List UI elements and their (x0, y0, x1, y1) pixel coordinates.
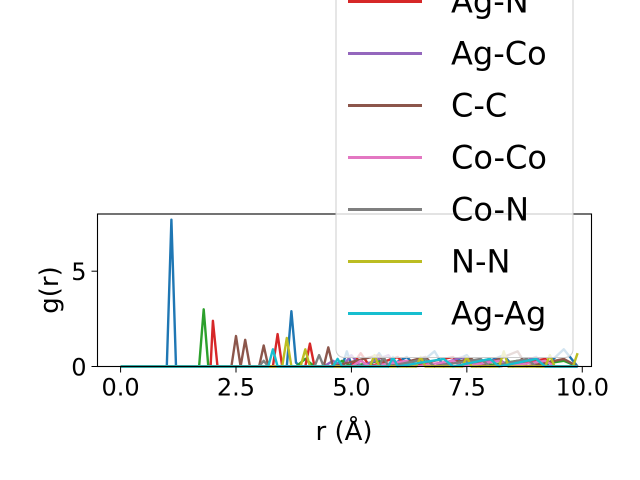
x-ticks: 0.0 2.5 5.0 7.5 10.0 (101, 366, 609, 402)
y-tick-label: 5 (71, 258, 86, 286)
legend-label: C-C (451, 87, 507, 125)
legend-label: Ag-N (451, 0, 529, 21)
legend-label: N-N (451, 243, 510, 281)
x-tick-label: 0.0 (101, 374, 139, 402)
series-line-co-co (120, 359, 578, 368)
x-tick-label: 10.0 (556, 374, 609, 402)
y-tick-label: 0 (71, 354, 86, 382)
legend: Ag-N Ag-Co C-C Co-Co Co-N N-N Ag-Ag (335, 0, 574, 358)
y-axis-label: g(r) (35, 266, 65, 313)
y-ticks: 05 (71, 258, 98, 382)
series-line-c-c (120, 334, 579, 368)
legend-label: Co-N (451, 191, 529, 229)
legend-box (335, 0, 574, 358)
x-tick-label: 5.0 (332, 374, 370, 402)
legend-label: Co-Co (451, 139, 547, 177)
x-tick-label: 7.5 (448, 374, 486, 402)
legend-label: Ag-Co (451, 35, 547, 73)
x-axis-label: r (Å) (315, 415, 372, 447)
legend-label: Ag-Ag (451, 295, 546, 333)
x-tick-label: 2.5 (217, 374, 255, 402)
